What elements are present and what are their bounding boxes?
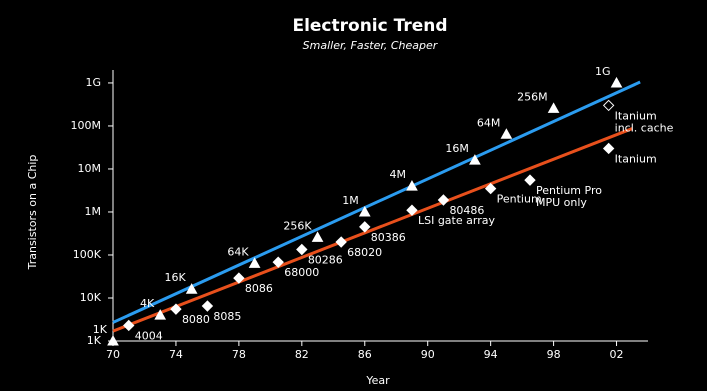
point-label: 16K bbox=[164, 271, 186, 284]
data-point bbox=[154, 309, 167, 320]
x-tick-label: 70 bbox=[106, 348, 120, 361]
data-point bbox=[547, 102, 560, 113]
point-label: 8086 bbox=[245, 282, 273, 295]
point-label: 68020 bbox=[347, 246, 382, 259]
point-label: 256M bbox=[517, 90, 548, 103]
x-tick-label: 98 bbox=[547, 348, 561, 361]
x-tick-label: 02 bbox=[610, 348, 624, 361]
data-point bbox=[296, 243, 308, 256]
data-point bbox=[335, 236, 347, 248]
point-label: 8085 bbox=[213, 310, 241, 323]
y-tick-label: 1G bbox=[85, 76, 101, 89]
data-point bbox=[107, 334, 119, 346]
data-point bbox=[359, 221, 371, 233]
data-point bbox=[170, 303, 182, 315]
y-axis-label: Transistors on a Chip bbox=[26, 155, 39, 271]
data-point bbox=[358, 205, 371, 217]
trend-line bbox=[112, 127, 633, 333]
y-tick-label: 100M bbox=[71, 119, 102, 132]
x-tick-label: 94 bbox=[484, 348, 498, 361]
data-point bbox=[610, 76, 623, 88]
x-tick-label: 74 bbox=[169, 348, 183, 361]
y-tick-label: 1M bbox=[85, 205, 102, 218]
point-label: 64K bbox=[227, 245, 249, 258]
y-tick-label: 10K bbox=[80, 291, 102, 304]
trend-line bbox=[112, 80, 641, 324]
point-label: Pentium bbox=[497, 193, 542, 206]
point-label: LSI gate array bbox=[418, 214, 495, 227]
x-tick-label: 90 bbox=[421, 348, 435, 361]
x-axis-label: Year bbox=[365, 374, 390, 387]
point-label: Itanium bbox=[615, 152, 657, 165]
x-tick-label: 78 bbox=[232, 348, 246, 361]
y-tick-label: 10M bbox=[78, 162, 102, 175]
data-point bbox=[602, 142, 615, 155]
data-point bbox=[272, 256, 284, 268]
point-label: Itanium bbox=[615, 109, 657, 122]
data-point bbox=[123, 319, 135, 332]
data-point bbox=[469, 154, 481, 165]
data-point bbox=[311, 231, 324, 242]
data-point bbox=[248, 257, 261, 268]
point-label: Pentium Pro bbox=[536, 184, 602, 197]
chart-subtitle: Smaller, Faster, Cheaper bbox=[303, 39, 439, 52]
data-point bbox=[437, 194, 450, 206]
data-point bbox=[201, 300, 214, 312]
data-point bbox=[185, 283, 198, 294]
data-point bbox=[406, 204, 418, 216]
point-label: 4M bbox=[389, 168, 406, 181]
data-point bbox=[500, 128, 513, 139]
point-label: incl. cache bbox=[615, 121, 674, 134]
chart-title: Electronic Trend bbox=[292, 16, 447, 36]
data-point bbox=[484, 182, 497, 195]
point-label: 80486 bbox=[449, 204, 484, 217]
point-label: 64M bbox=[477, 116, 501, 129]
point-label: 4K bbox=[140, 297, 155, 310]
x-tick-label: 82 bbox=[295, 348, 309, 361]
point-label: MPU only bbox=[536, 196, 587, 209]
point-label: 4004 bbox=[135, 329, 163, 342]
x-tick-label: 86 bbox=[358, 348, 372, 361]
data-point bbox=[602, 99, 615, 112]
point-label: 8080 bbox=[182, 313, 210, 326]
point-label: 80386 bbox=[371, 231, 406, 244]
y-tick-label: 1K bbox=[87, 334, 102, 347]
point-label: 80286 bbox=[308, 254, 343, 267]
y-tick-label: 100K bbox=[73, 248, 102, 261]
data-point bbox=[233, 272, 245, 284]
point-label: 68000 bbox=[284, 266, 319, 279]
point-label: 1G bbox=[595, 65, 611, 78]
point-label: 1K bbox=[93, 323, 108, 336]
point-label: 1M bbox=[342, 194, 359, 207]
point-label: 256K bbox=[283, 219, 312, 232]
data-point bbox=[524, 174, 536, 186]
point-label: 16M bbox=[445, 142, 469, 155]
data-point bbox=[406, 180, 418, 191]
